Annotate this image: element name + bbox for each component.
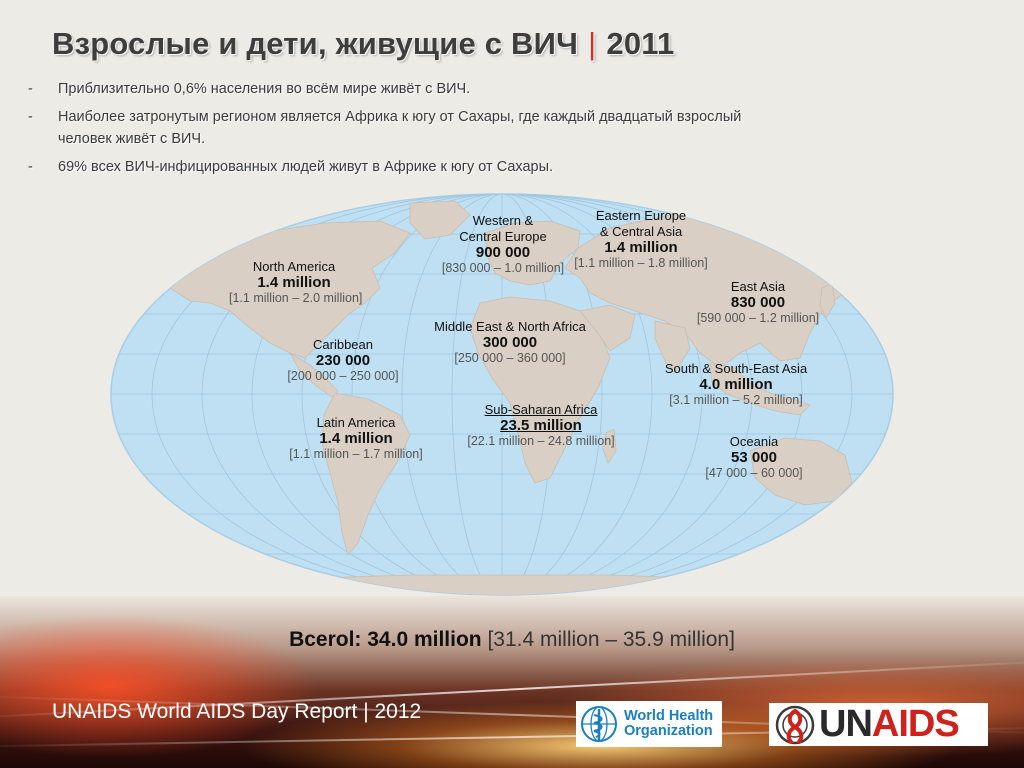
region-oceania: Oceania 53 000 [47 000 – 60 000] [689, 434, 819, 481]
region-name: Oceania [729, 434, 779, 449]
australia-land [749, 437, 853, 506]
region-name: East Asia [730, 279, 786, 294]
region-value: 900 000 [475, 244, 531, 261]
southeast-asia-land [709, 362, 811, 416]
greenland-land [409, 200, 471, 240]
south-america-land [321, 392, 411, 556]
new-zealand-land [871, 492, 883, 523]
north-america-land [169, 220, 411, 359]
total-range: [31.4 million – 35.9 million] [487, 628, 735, 651]
unaids-wordmark: UNAIDS [819, 703, 960, 746]
india-land [654, 320, 691, 374]
bullet-marker: - [28, 109, 33, 125]
bullet-item: - 69% всех ВИЧ-инфицированных людей живут… [28, 156, 768, 178]
bullet-text: Наиболее затронутым регионом является Аф… [58, 109, 742, 147]
bullet-item: - Приблизительно 0,6% населения во всём м… [28, 78, 768, 100]
region-sub-saharan-africa: Sub-Saharan Africa 23.5 million [22.1 mi… [451, 402, 631, 449]
region-latin-america: Latin America 1.4 million [1.1 million –… [276, 415, 436, 462]
region-name: North America [252, 259, 336, 274]
region-range: [1.1 million – 1.8 million] [574, 256, 708, 270]
region-name: Latin America [316, 415, 396, 430]
title-year: 2011 [606, 26, 675, 61]
bullet-text: Приблизительно 0,6% населения во всём ми… [58, 81, 471, 97]
region-name: Central Europe [459, 229, 547, 244]
region-value: 230 000 [315, 352, 371, 369]
region-value: 4.0 million [699, 376, 773, 393]
total-value: Bcerol: 34.0 million [289, 628, 482, 651]
africa-land [469, 296, 611, 484]
bullet-item: - Наиболее затронутым регионом является А… [28, 106, 768, 150]
region-value: 1.4 million [319, 430, 393, 447]
region-range: [3.1 million – 5.2 million] [669, 393, 803, 407]
total-summary: Bcerol: 34.0 million [31.4 million – 35.… [0, 628, 1024, 652]
antarctica-land [199, 574, 811, 595]
region-value: 1.4 million [604, 239, 678, 256]
region-name: Western & [472, 213, 534, 228]
region-name: Eastern Europe [595, 208, 687, 223]
region-range: [1.1 million – 1.7 million] [289, 447, 423, 461]
red-ribbon-icon [775, 705, 815, 744]
who-line-2: Organization [624, 723, 713, 739]
who-wordmark: World Health Organization [624, 709, 713, 739]
region-middle-east-north-africa: Middle East & North Africa 300 000 [250 … [410, 319, 610, 366]
bullet-marker: - [28, 81, 33, 97]
region-value: 1.4 million [257, 274, 331, 291]
region-name: Caribbean [313, 337, 373, 352]
region-range: [200 000 – 250 000] [287, 369, 399, 383]
world-map-graphic [110, 193, 894, 596]
region-name: & Central Asia [599, 224, 683, 239]
region-value: 23.5 million [500, 417, 582, 434]
who-emblem-icon [581, 706, 617, 742]
bullet-list: - Приблизительно 0,6% населения во всём м… [28, 78, 768, 184]
region-south-southeast-asia: South & South-East Asia 4.0 million [3.1… [646, 361, 826, 408]
region-range: [1.1 million – 2.0 million] [229, 291, 363, 305]
region-caribbean: Caribbean 230 000 [200 000 – 250 000] [273, 337, 413, 384]
who-line-1: World Health [624, 708, 714, 724]
region-value: 53 000 [731, 449, 777, 466]
arabia-land [579, 304, 636, 352]
region-range: [590 000 – 1.2 million] [696, 311, 820, 325]
title-separator: | [588, 26, 597, 61]
title-text: Взрослые и дети, живущие с ВИЧ [52, 26, 579, 61]
region-eastern-europe-central-asia: Eastern Europe & Central Asia 1.4 millio… [561, 208, 721, 271]
region-name: Middle East & North Africa [434, 319, 586, 334]
region-name: South & South-East Asia [664, 361, 808, 376]
region-value: 300 000 [482, 334, 538, 351]
region-range: [830 000 – 1.0 million] [441, 261, 565, 275]
unaids-aids: AIDS [871, 703, 960, 745]
madagascar-land [602, 428, 617, 464]
unaids-un: UN [819, 703, 873, 745]
region-range: [22.1 million – 24.8 million] [467, 434, 615, 448]
bullet-marker: - [28, 159, 33, 175]
region-name: Sub-Saharan Africa [484, 402, 598, 417]
who-logo: World Health Organization [576, 701, 722, 747]
footer-source: UNAIDS World AIDS Day Report | 2012 [52, 700, 422, 723]
region-western-central-europe: Western & Central Europe 900 000 [830 00… [428, 213, 578, 276]
europe-land [484, 220, 581, 286]
bullet-text: 69% всех ВИЧ-инфицированных людей живут … [58, 159, 554, 175]
page-title: Взрослые и дети, живущие с ВИЧ | 2011 [52, 26, 674, 62]
region-value: 830 000 [730, 294, 786, 311]
region-east-asia: East Asia 830 000 [590 000 – 1.2 million… [683, 279, 833, 326]
region-north-america: North America 1.4 million [1.1 million –… [229, 259, 363, 306]
region-range: [250 000 – 360 000] [454, 351, 566, 365]
unaids-logo: UNAIDS [769, 703, 988, 746]
world-map: North America 1.4 million [1.1 million –… [110, 193, 894, 596]
region-range: [47 000 – 60 000] [705, 466, 803, 480]
